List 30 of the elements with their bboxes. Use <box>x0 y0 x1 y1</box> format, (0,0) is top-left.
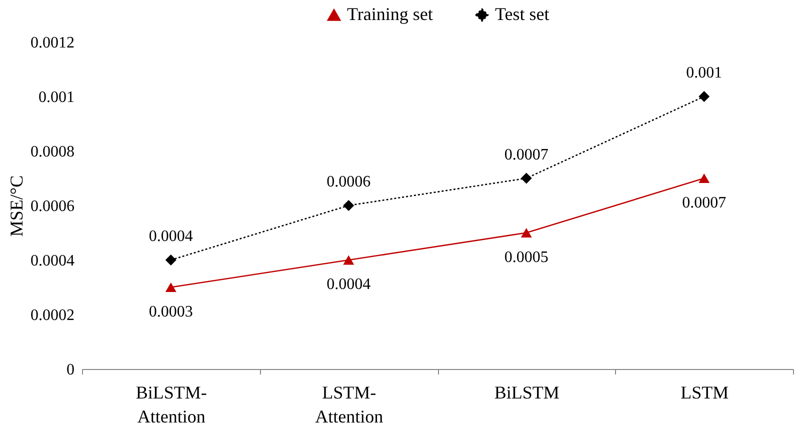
point <box>343 255 354 265</box>
point <box>520 228 532 238</box>
data-label: 0.0004 <box>326 276 371 293</box>
data-label: 0.001 <box>686 64 722 82</box>
data-label: 0.0004 <box>148 228 193 245</box>
legend-label: Training set <box>347 4 433 24</box>
point <box>520 172 532 184</box>
y-tick-label: 0 <box>66 362 74 378</box>
y-tick-label: 0.0004 <box>30 252 74 270</box>
data-label: 0.0005 <box>504 248 548 266</box>
y-tick-label: 0.0006 <box>30 198 74 215</box>
x-tick-label: BiLSTM-Attention <box>136 382 207 426</box>
y-tick-label: 0.0008 <box>30 144 74 160</box>
y-axis-title: MSE/°C <box>6 175 26 237</box>
data-label: 0.0007 <box>504 146 548 164</box>
x-tick-label: BiLSTM <box>494 382 560 402</box>
point <box>698 91 710 102</box>
x-tick-label: LSTM-Attention <box>315 382 384 426</box>
legend-label: Test set <box>495 4 550 24</box>
data-label: 0.0003 <box>148 303 193 320</box>
point <box>165 282 176 292</box>
point <box>343 200 354 211</box>
y-tick-label: 0.001 <box>38 89 74 106</box>
point <box>698 174 710 183</box>
x-tick-label: LSTM <box>680 382 729 402</box>
point <box>165 254 176 266</box>
y-tick-label: 0.0002 <box>30 307 74 324</box>
data-label: 0.0006 <box>326 174 371 190</box>
data-label: 0.0007 <box>682 194 726 212</box>
y-tick-label: 0.0012 <box>30 34 74 52</box>
